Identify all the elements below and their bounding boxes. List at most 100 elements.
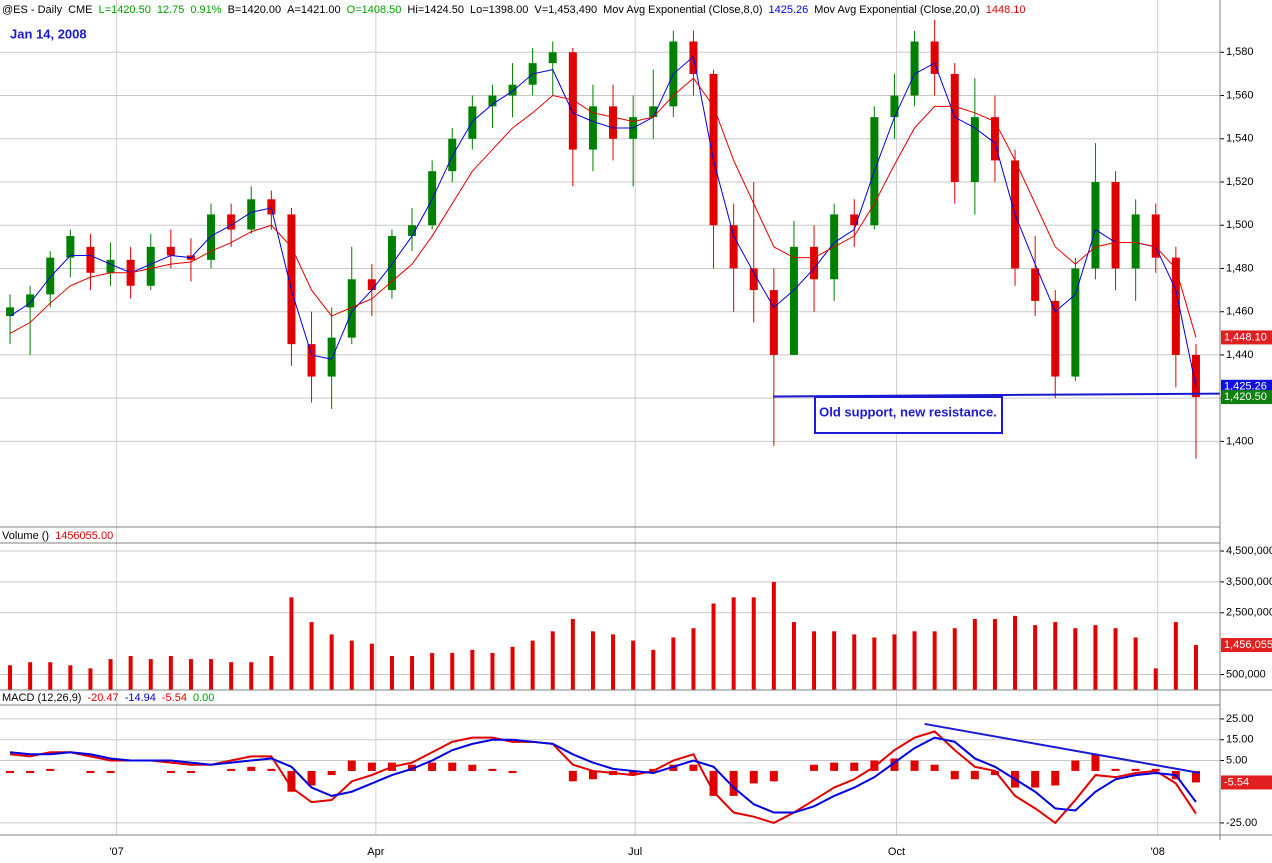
volume-bar	[651, 649, 656, 690]
candle-body	[287, 214, 296, 345]
candle-body	[508, 84, 517, 96]
value-marker-label: 1,420.50	[1224, 391, 1267, 403]
header-text: Lo=1398.00	[470, 4, 528, 16]
volume-bar	[168, 656, 173, 690]
volume-bar	[430, 652, 435, 690]
y-tick-label: 15.00	[1226, 734, 1254, 746]
histogram-bar	[1131, 768, 1140, 771]
candle-body	[649, 106, 658, 118]
y-tick-label: -25.00	[1226, 817, 1257, 829]
volume-bar	[389, 656, 394, 690]
volume-bar	[852, 634, 857, 690]
volume-bar	[932, 631, 937, 690]
value-marker-label: 1,448.10	[1224, 331, 1267, 343]
header-text: 12.75	[157, 4, 185, 16]
moving-average	[9, 77, 1197, 338]
volume-bar	[8, 665, 13, 690]
volume-bar	[450, 652, 455, 690]
volume-bar	[1093, 625, 1098, 690]
header-text: Volume ()	[2, 530, 49, 542]
volume-bar	[711, 603, 716, 690]
header-text: -5.54	[162, 692, 187, 704]
candle-body	[588, 106, 597, 150]
volume-bar	[128, 656, 133, 690]
histogram-bar	[910, 760, 919, 771]
candle-body	[207, 214, 216, 260]
histogram-bar	[749, 770, 758, 784]
volume-bar	[249, 662, 254, 690]
histogram-bar	[709, 770, 718, 796]
annotation-box	[814, 396, 1003, 434]
candle-body	[26, 294, 35, 308]
volume-bar	[289, 597, 294, 690]
value-marker	[1221, 775, 1272, 790]
histogram-bar	[367, 762, 376, 771]
header-text: B=1420.00	[228, 4, 282, 16]
volume-bar	[1073, 628, 1078, 690]
volume-bar	[309, 622, 314, 690]
histogram-bar	[950, 770, 959, 780]
candle-body	[850, 214, 859, 226]
x-tick-label: Jul	[628, 846, 642, 858]
value-marker-label: 1,425.26	[1224, 381, 1267, 393]
histogram-bar	[810, 764, 819, 771]
histogram-bar	[990, 770, 999, 776]
volume-bar	[490, 652, 495, 690]
candle-body	[1051, 300, 1060, 377]
candle-body	[267, 199, 276, 215]
histogram-bar	[26, 770, 35, 774]
header-text: V=1,453,490	[534, 4, 597, 16]
candle-body	[970, 117, 979, 183]
candle-body	[66, 236, 75, 258]
histogram-bar	[86, 770, 95, 774]
candle-body	[930, 41, 939, 74]
histogram-bar	[1071, 760, 1080, 771]
x-tick-label: Oct	[888, 846, 905, 858]
candle-body	[910, 41, 919, 96]
volume-bar	[952, 628, 957, 690]
histogram-bar	[1151, 768, 1160, 771]
header-text: -14.94	[125, 692, 156, 704]
volume-bar	[992, 618, 997, 690]
volume-bar	[148, 659, 153, 690]
histogram-bar	[6, 770, 15, 774]
histogram-bar	[247, 766, 256, 771]
candle-body	[448, 138, 457, 172]
volume-bar	[570, 618, 575, 690]
volume-bar	[410, 656, 415, 690]
y-tick-label: 3,500,000	[1226, 576, 1272, 588]
volume-bar	[751, 597, 756, 690]
histogram-bar	[327, 770, 336, 776]
value-marker	[1221, 390, 1272, 405]
volume-bar	[1113, 628, 1118, 690]
histogram-bar	[468, 764, 477, 771]
histogram-bar	[970, 770, 979, 780]
x-tick-label: Apr	[367, 846, 384, 858]
candle-body	[709, 73, 718, 226]
histogram-bar	[347, 760, 356, 771]
header-text: 1456055.00	[55, 530, 113, 542]
histogram-bar	[729, 770, 738, 796]
volume-bar	[88, 668, 93, 690]
candle-body	[548, 52, 557, 64]
candle-body	[810, 246, 819, 280]
candle-body	[408, 225, 417, 237]
histogram-bar	[588, 770, 597, 780]
header-text: 0.00	[193, 692, 214, 704]
value-marker	[1221, 330, 1272, 345]
histogram-bar	[769, 770, 778, 782]
volume-bar	[631, 640, 636, 690]
y-tick-label: 1,440	[1226, 349, 1254, 361]
volume-bar	[229, 662, 234, 690]
candle-body	[166, 246, 175, 256]
volume-bar	[892, 634, 897, 690]
histogram-bar	[1051, 770, 1060, 786]
date-label: Jan 14, 2008	[10, 26, 87, 41]
volume-bar	[771, 581, 776, 690]
volume-bar	[1013, 615, 1018, 690]
y-tick-label: 1,460	[1226, 306, 1254, 318]
candle-body	[1111, 182, 1120, 269]
histogram-bar	[830, 762, 839, 771]
candle-body	[1091, 182, 1100, 269]
